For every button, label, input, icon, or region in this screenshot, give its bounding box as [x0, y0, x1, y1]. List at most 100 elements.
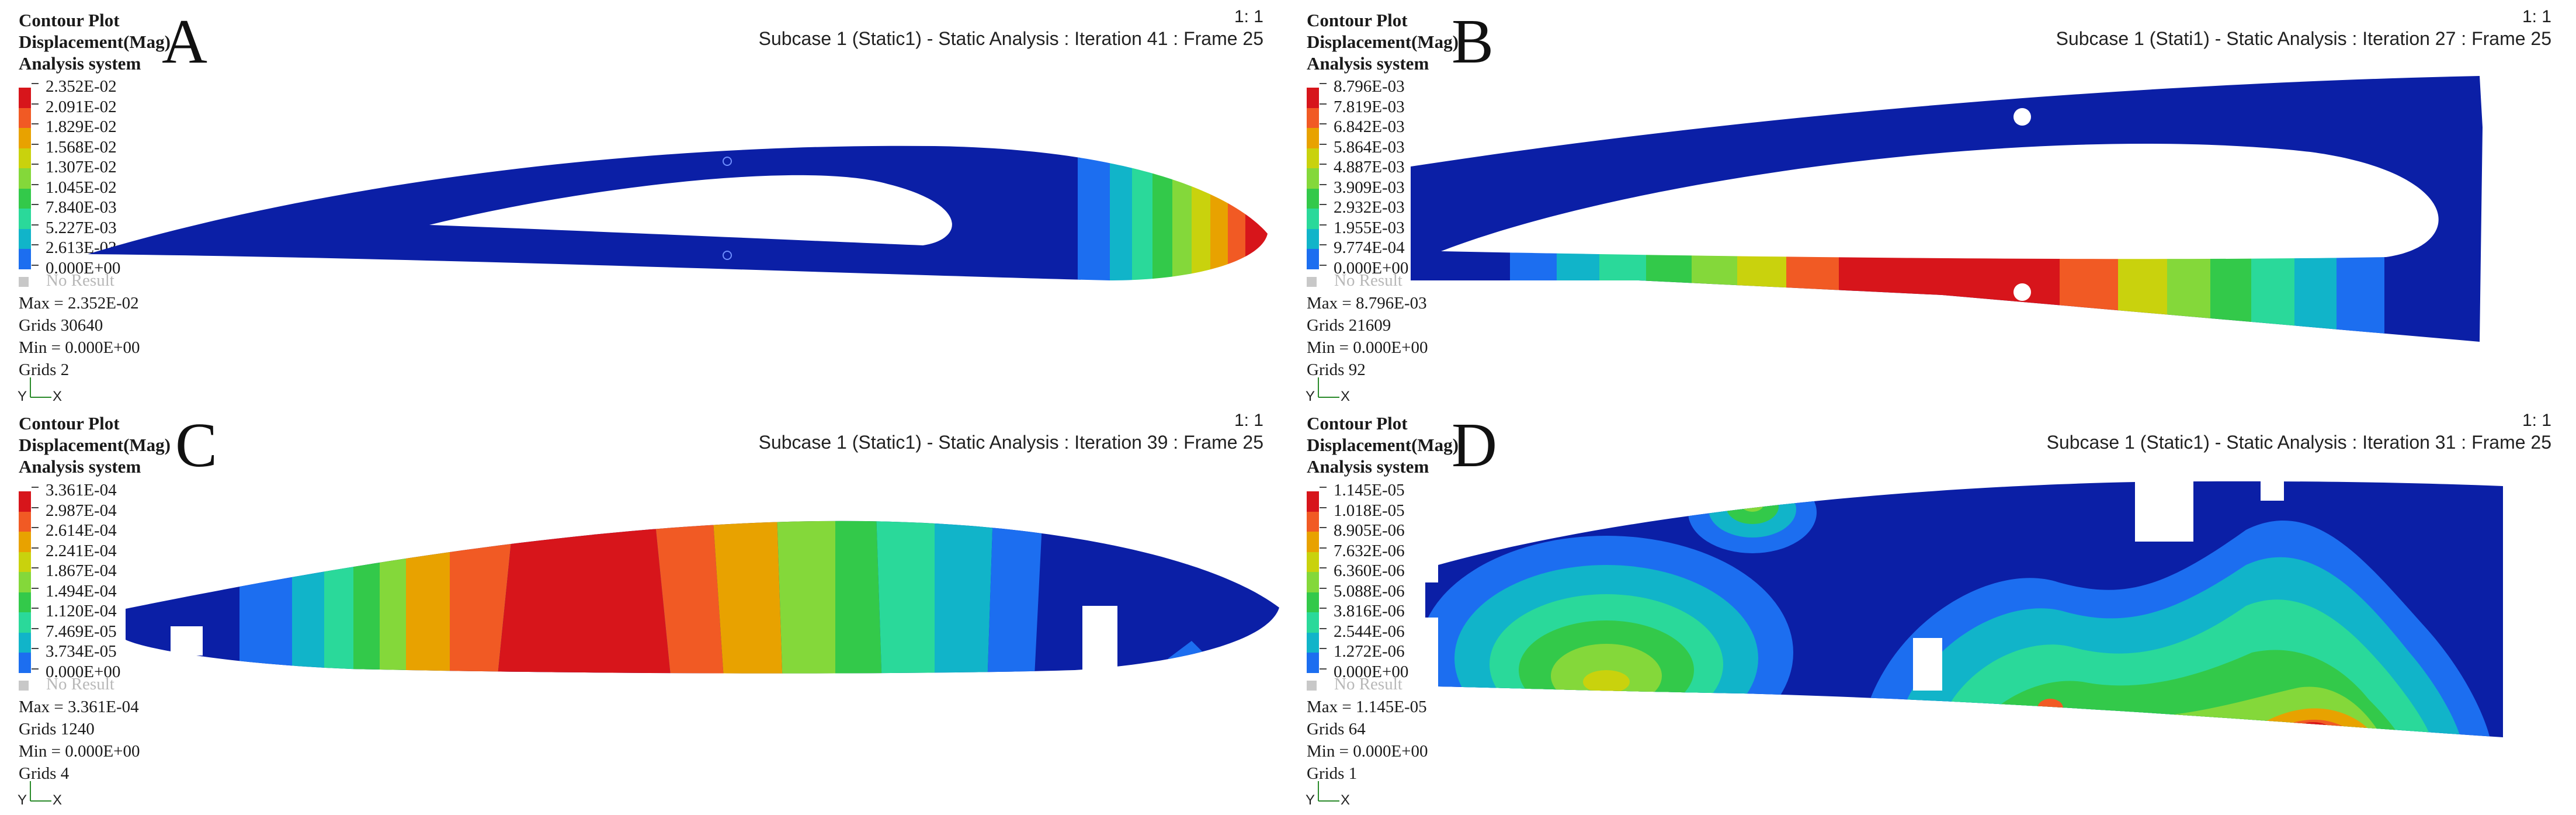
plot-title: Contour Plot: [1307, 10, 1408, 30]
legend-value: 2.614E-04: [46, 521, 117, 540]
plot-system: Analysis system: [1307, 456, 1429, 477]
legend-value: 1.272E-06: [1334, 642, 1405, 661]
min-grids: Grids 1: [1307, 764, 1358, 783]
legend-tick: [1320, 83, 1327, 84]
legend-tick: [32, 648, 39, 649]
legend-tick: [32, 143, 39, 145]
legend-value: 1.829E-02: [46, 117, 117, 136]
legend-tick: [32, 83, 39, 84]
scale-label: 1: 1: [2522, 7, 2551, 26]
axis-triad-icon: Y X: [18, 377, 62, 404]
subcase-label: Subcase 1 (Stati1) - Static Analysis : I…: [2056, 28, 2551, 49]
axis-triad: Y X: [1306, 775, 1370, 810]
legend-value: 0.000E+00: [46, 258, 121, 278]
legend-tick: [1320, 587, 1327, 589]
legend-swatch: [19, 511, 31, 532]
legend-value: 1.494E-04: [46, 581, 117, 601]
legend-swatch: [1307, 148, 1319, 168]
legend-value: 8.796E-03: [1334, 77, 1405, 96]
legend-tick: [32, 608, 39, 609]
legend-tick: [1320, 527, 1327, 528]
no-result-swatch: [19, 680, 29, 691]
max-value: Max = 2.352E-02: [19, 294, 139, 313]
plot-title: Contour Plot: [19, 10, 120, 30]
legend-tick: [1320, 204, 1327, 205]
legend-swatch: [19, 653, 31, 673]
airfoil-model-a: [88, 145, 1268, 280]
plot-system: Analysis system: [19, 53, 141, 74]
subcase-label: Subcase 1 (Static1) - Static Analysis : …: [758, 432, 1263, 453]
axis-y-label: Y: [18, 792, 27, 808]
no-result-label: No Result: [1334, 271, 1402, 290]
no-result-legend: No Result: [1307, 675, 1402, 694]
legend-swatch: [1307, 228, 1319, 249]
stats-block: Max = 2.352E-02 Grids 30640 Min = 0.000E…: [19, 292, 140, 381]
legend-tick: [1320, 487, 1327, 488]
spar-cutout: [1082, 606, 1117, 676]
panel-c: Contour Plot Displacement(Mag) Analysis …: [0, 407, 1288, 814]
legend-swatch: [19, 632, 31, 653]
legend-swatch: [19, 491, 31, 512]
legend-value: 1.120E-04: [46, 602, 117, 620]
legend-swatch: [19, 128, 31, 148]
legend-swatch: [1307, 188, 1319, 209]
legend-value: 8.905E-06: [1334, 521, 1405, 540]
axis-triad: Y X: [1306, 372, 1370, 407]
legend-swatch: [1307, 128, 1319, 148]
max-value: Max = 1.145E-05: [1307, 698, 1427, 716]
legend-value: 1.955E-03: [1334, 218, 1405, 237]
top-notch-cutout: [2135, 477, 2193, 542]
legend-value: 1.568E-02: [46, 137, 117, 157]
legend-swatch: [19, 107, 31, 128]
legend-tick: [1320, 264, 1327, 266]
legend-value: 9.774E-04: [1334, 238, 1405, 257]
legend-swatch: [1307, 511, 1319, 532]
legend-value: 1.867E-04: [46, 561, 117, 580]
axis-triad-icon: Y X: [1306, 377, 1350, 404]
legend-tick: [32, 587, 39, 589]
axis-triad-icon: Y X: [18, 781, 62, 808]
scale-label: 1: 1: [2522, 411, 2551, 430]
subcase-label: Subcase 1 (Static1) - Static Analysis : …: [2046, 432, 2551, 453]
wing-section-model-b: [1411, 76, 2483, 342]
max-value: Max = 3.361E-04: [19, 698, 139, 716]
axis-triad-icon: Y X: [1306, 781, 1350, 808]
legend-value: 2.544E-06: [1334, 622, 1405, 641]
min-grids: Grids 2: [19, 360, 70, 379]
axis-x-label: X: [1341, 792, 1350, 808]
legend-tick: [1320, 668, 1327, 670]
top-small-notch: [2261, 477, 2284, 501]
legend-swatch: [1307, 572, 1319, 592]
legend-tick: [32, 527, 39, 528]
legend-swatch: [1307, 88, 1319, 108]
subcase-label: Subcase 1 (Static1) - Static Analysis : …: [758, 28, 1263, 49]
legend-swatch: [19, 148, 31, 168]
legend-swatch: [1307, 653, 1319, 673]
axis-y-label: Y: [1306, 792, 1315, 808]
legend-value: 7.632E-06: [1334, 541, 1405, 560]
notch-cutout: [171, 626, 203, 656]
max-value: Max = 8.796E-03: [1307, 294, 1427, 313]
header-block: Contour Plot Displacement(Mag) Analysis …: [1307, 9, 1459, 74]
legend-tick: [1320, 648, 1327, 649]
legend-value: 7.840E-03: [46, 198, 117, 217]
legend-value: 3.909E-03: [1334, 178, 1405, 197]
legend-tick: [1320, 103, 1327, 105]
legend-value: 2.241E-04: [46, 541, 117, 560]
no-result-label: No Result: [46, 675, 114, 693]
no-result-label: No Result: [1334, 675, 1402, 693]
legend-tick: [32, 183, 39, 185]
legend-value: 2.932E-03: [1334, 198, 1405, 217]
legend-swatch: [1307, 209, 1319, 229]
plot-title: Contour Plot: [1307, 413, 1408, 433]
legend-swatch: [19, 249, 31, 269]
axis-x-label: X: [1341, 389, 1350, 404]
legend-swatch: [1307, 532, 1319, 552]
legend-swatch: [1307, 612, 1319, 633]
legend-swatch: [1307, 552, 1319, 572]
plot-result-type: Displacement(Mag): [1307, 435, 1459, 455]
legend-swatch: [1307, 491, 1319, 512]
max-grids: Grids 30640: [19, 316, 103, 335]
legend-value: 7.819E-03: [1334, 97, 1405, 116]
bottom-notch-cutout: [1913, 638, 1942, 691]
